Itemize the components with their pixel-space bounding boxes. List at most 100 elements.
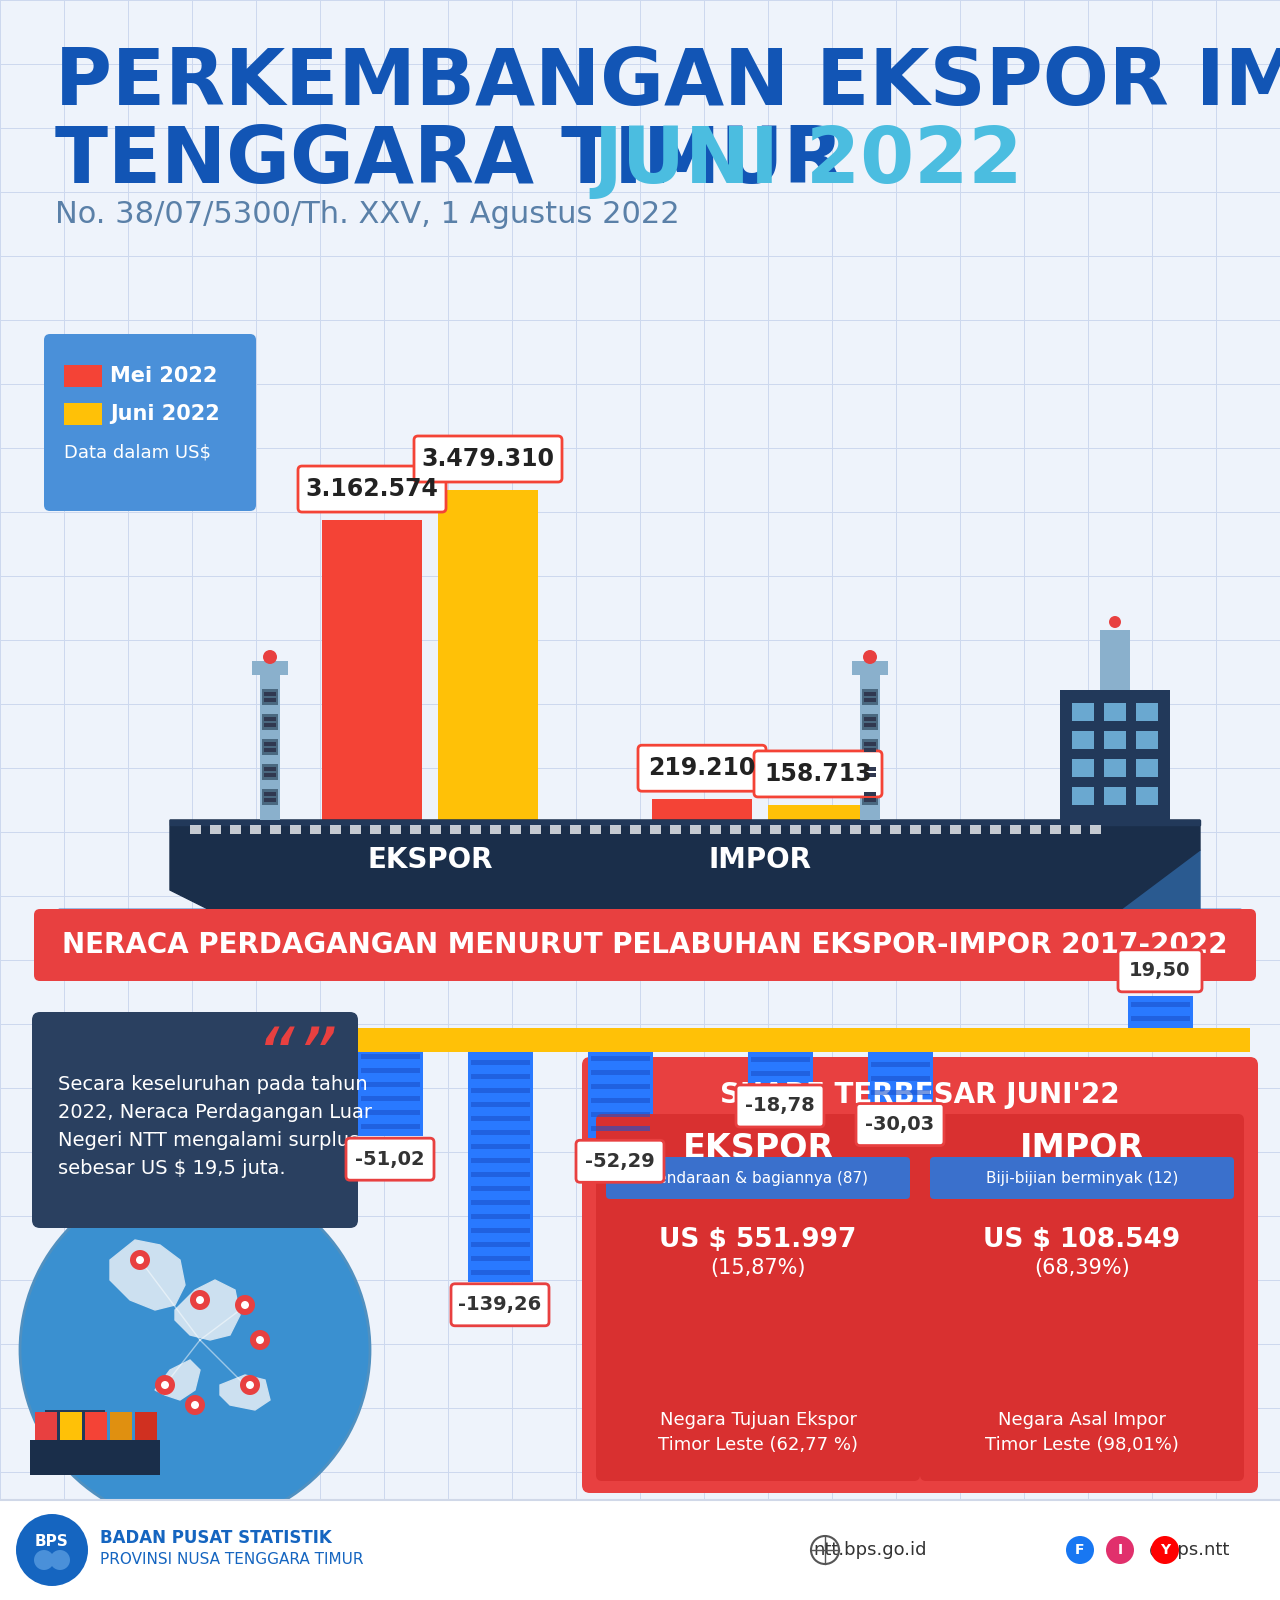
FancyBboxPatch shape [298,466,445,512]
Bar [1103,702,1126,722]
Bar [864,717,876,722]
Bar [471,1256,530,1261]
Bar [471,1227,530,1232]
Text: 19,50: 19,50 [1129,962,1190,981]
Circle shape [262,650,276,664]
Bar [264,792,276,795]
Text: 3.479.310: 3.479.310 [421,446,554,470]
FancyBboxPatch shape [44,334,256,510]
Bar [864,766,876,771]
Bar [361,1054,420,1059]
Bar [750,826,762,834]
Bar [870,826,881,834]
Bar [264,717,276,722]
Bar [1130,1016,1189,1021]
Bar [361,1125,420,1130]
Circle shape [196,1296,204,1304]
Bar [590,1070,649,1075]
Bar [262,690,278,706]
FancyBboxPatch shape [1117,950,1202,992]
Bar [1100,630,1130,690]
Bar [361,1069,420,1074]
Bar [652,800,753,819]
Bar [467,1053,532,1282]
Text: Negara Tujuan Ekspor: Negara Tujuan Ekspor [659,1411,856,1429]
Bar [134,1411,157,1440]
Bar [1128,995,1193,1029]
Circle shape [250,1330,270,1350]
Bar [471,1200,530,1205]
Text: F: F [1075,1542,1084,1557]
Bar [1091,826,1101,834]
Text: @bps.ntt: @bps.ntt [1148,1541,1230,1558]
Bar [1137,787,1158,805]
Text: US $ 108.549: US $ 108.549 [983,1227,1180,1253]
Bar [340,1029,1251,1053]
Bar [864,723,876,726]
Bar [264,766,276,771]
Bar [864,798,876,802]
Circle shape [241,1374,260,1395]
Bar [970,826,980,834]
Bar [84,1411,108,1440]
Circle shape [236,1294,255,1315]
Bar [690,826,701,834]
Bar [410,826,421,834]
Text: (15,87%): (15,87%) [710,1258,805,1278]
Text: ntt.bps.go.id: ntt.bps.go.id [813,1541,927,1558]
Text: Negara Asal Impor: Negara Asal Impor [998,1411,1166,1429]
Text: 219.210: 219.210 [648,757,755,781]
Text: Biji-bijian berminyak (12): Biji-bijian berminyak (12) [986,1171,1178,1186]
FancyBboxPatch shape [35,909,1256,981]
Bar [471,1130,530,1134]
Text: -18,78: -18,78 [745,1096,815,1115]
Text: EKSPOR: EKSPOR [682,1131,833,1165]
Text: 158.713: 158.713 [764,762,872,786]
Text: BPS: BPS [35,1534,69,1549]
Bar [471,1171,530,1176]
FancyBboxPatch shape [920,1114,1244,1482]
Bar [1050,826,1061,834]
Text: NERACA PERDAGANGAN MENURUT PELABUHAN EKSPOR-IMPOR 2017-2022: NERACA PERDAGANGAN MENURUT PELABUHAN EKS… [63,931,1228,958]
Circle shape [246,1381,253,1389]
Bar [330,826,340,834]
Text: -52,29: -52,29 [585,1152,655,1171]
Circle shape [131,1250,150,1270]
Bar [829,826,841,834]
Bar [890,826,901,834]
Bar [264,698,276,702]
Bar [471,1115,530,1120]
Bar [768,805,868,819]
Text: EKSPOR: EKSPOR [367,846,493,874]
Bar [590,826,602,834]
Bar [1103,787,1126,805]
Bar [250,826,261,834]
Bar [189,826,201,834]
Bar [864,773,876,778]
Bar [471,1214,530,1219]
Bar [29,1440,160,1475]
Bar [262,789,278,805]
Circle shape [50,1550,70,1570]
Bar [262,739,278,755]
Bar [860,666,881,819]
FancyBboxPatch shape [451,1283,549,1326]
Bar [630,826,641,834]
Bar [750,1058,809,1062]
Bar [471,1158,530,1163]
Circle shape [189,1290,210,1310]
Text: PERKEMBANGAN EKSPOR IMPOR NUSA: PERKEMBANGAN EKSPOR IMPOR NUSA [55,45,1280,122]
Bar [264,749,276,752]
Bar [35,1411,58,1440]
Text: US $ 551.997: US $ 551.997 [659,1227,856,1253]
Text: Data dalam US$: Data dalam US$ [64,443,211,462]
Polygon shape [155,1360,200,1400]
Bar [861,739,878,755]
Bar [260,666,280,819]
Bar [1137,731,1158,749]
Text: -51,02: -51,02 [355,1150,425,1168]
Text: Kendaraan & bagiannya (87): Kendaraan & bagiannya (87) [648,1171,868,1186]
Bar [1137,702,1158,722]
Circle shape [35,1550,54,1570]
Bar [861,714,878,730]
